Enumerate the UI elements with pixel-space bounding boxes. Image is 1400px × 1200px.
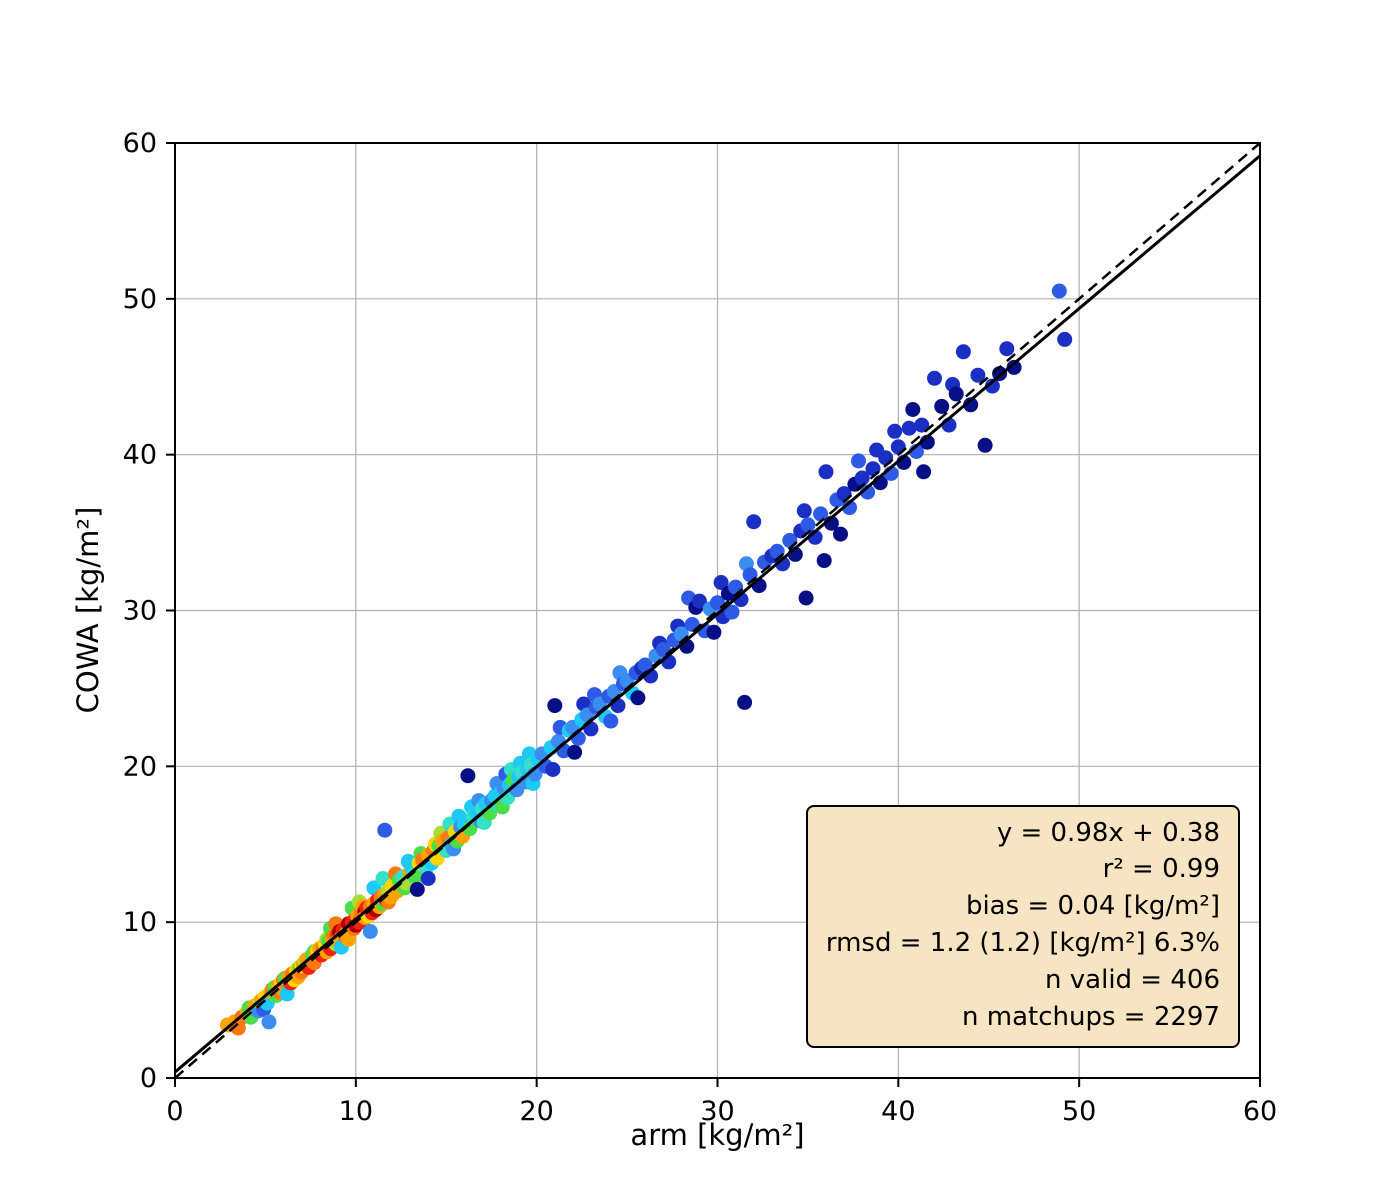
scatter-point bbox=[691, 593, 707, 609]
scatter-point bbox=[813, 506, 829, 522]
scatter-point bbox=[737, 694, 753, 710]
scatter-point bbox=[460, 768, 476, 784]
scatter-point bbox=[955, 344, 971, 360]
scatter-point bbox=[816, 553, 832, 569]
scatter-point bbox=[887, 423, 903, 439]
scatter-point bbox=[775, 556, 791, 572]
scatter-point bbox=[934, 398, 950, 414]
scatter-point bbox=[833, 526, 848, 542]
scatter-point bbox=[963, 397, 979, 413]
scatter-point bbox=[878, 450, 894, 466]
scatter-point bbox=[603, 713, 619, 729]
scatter-point bbox=[545, 762, 561, 777]
y-tick-label: 40 bbox=[123, 440, 157, 471]
scatter-point bbox=[916, 464, 932, 480]
scatter-point bbox=[948, 386, 964, 402]
scatter-point bbox=[377, 822, 393, 838]
y-tick-label: 10 bbox=[123, 907, 157, 938]
scatter-point bbox=[796, 503, 812, 519]
scatter-point bbox=[927, 370, 942, 386]
y-tick-label: 60 bbox=[123, 128, 157, 159]
identity-line bbox=[174, 142, 1261, 1079]
scatter-point bbox=[970, 367, 986, 383]
y-tick-label: 50 bbox=[123, 284, 157, 315]
scatter-point bbox=[630, 690, 646, 706]
y-tick-label: 20 bbox=[123, 751, 157, 782]
scatter-point bbox=[914, 417, 930, 433]
scatter-point bbox=[1006, 359, 1022, 375]
scatter-point bbox=[724, 604, 740, 620]
stats-box: y = 0.98x + 0.38 r² = 0.99 bias = 0.04 [… bbox=[805, 804, 1240, 1048]
y-axis-label: COWA [kg/m²] bbox=[71, 506, 105, 714]
x-tick-label: 10 bbox=[339, 1096, 373, 1127]
scatter-point bbox=[865, 461, 881, 477]
scatter-point bbox=[1057, 331, 1073, 347]
scatter-point bbox=[800, 517, 816, 533]
scatter-point bbox=[547, 698, 563, 714]
scatter-point bbox=[1051, 283, 1067, 299]
scatter-point bbox=[851, 453, 866, 469]
x-tick-label: 20 bbox=[519, 1096, 553, 1127]
x-tick-label: 60 bbox=[1243, 1096, 1277, 1127]
scatter-point bbox=[420, 871, 436, 886]
scatter-point bbox=[905, 402, 921, 417]
scatter-point bbox=[798, 590, 814, 606]
scatter-point bbox=[746, 514, 762, 530]
x-axis-label: arm [kg/m²] bbox=[630, 1118, 805, 1152]
scatter-point bbox=[818, 464, 834, 480]
stats-line-bias: bias = 0.04 [kg/m²] bbox=[965, 891, 1220, 922]
stats-line-equation: y = 0.98x + 0.38 bbox=[996, 817, 1220, 848]
scatter-point bbox=[999, 341, 1015, 357]
scatter-point bbox=[261, 1014, 277, 1030]
stats-line-nmatchups: n matchups = 2297 bbox=[962, 1002, 1220, 1033]
scatter-point bbox=[977, 437, 993, 453]
scatter-point bbox=[706, 624, 722, 640]
x-tick-label: 30 bbox=[700, 1096, 734, 1127]
scatter-point bbox=[362, 924, 378, 939]
scatter-point bbox=[901, 420, 917, 436]
scatter-point bbox=[567, 744, 583, 760]
stats-line-rmsd: rmsd = 1.2 (1.2) [kg/m²] 6.3% bbox=[825, 928, 1220, 959]
x-tick-label: 40 bbox=[881, 1096, 915, 1127]
fit-line bbox=[174, 154, 1261, 1074]
scatter-point bbox=[409, 881, 425, 897]
scatter-point bbox=[984, 378, 1000, 394]
x-tick-label: 0 bbox=[166, 1096, 183, 1127]
scatter-point bbox=[890, 439, 906, 455]
stats-line-r2: r² = 0.99 bbox=[1102, 854, 1220, 885]
stats-line-nvalid: n valid = 406 bbox=[1045, 965, 1220, 996]
y-tick-label: 0 bbox=[140, 1063, 157, 1094]
scatter-point bbox=[860, 484, 876, 500]
scatter-point bbox=[854, 470, 870, 486]
x-tick-label: 50 bbox=[1062, 1096, 1096, 1127]
scatter-point bbox=[713, 575, 729, 590]
y-tick-label: 30 bbox=[123, 596, 157, 627]
